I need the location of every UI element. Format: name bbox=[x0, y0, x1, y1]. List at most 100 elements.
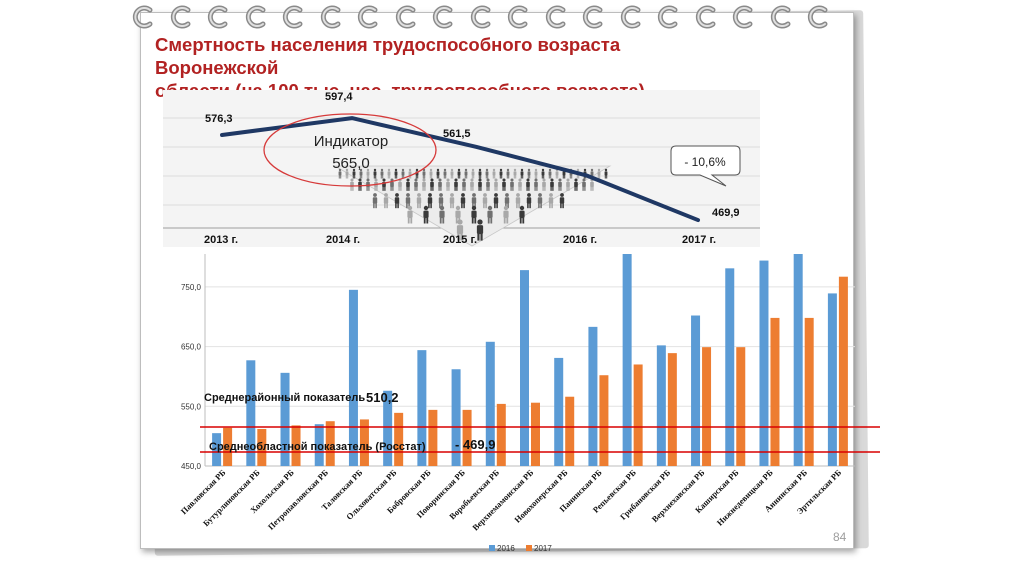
person-icon bbox=[527, 168, 531, 179]
person-icon bbox=[503, 205, 509, 224]
person-icon bbox=[494, 178, 498, 191]
bar-2016 bbox=[827, 293, 837, 466]
ring-binding-icon bbox=[545, 5, 565, 29]
person-icon bbox=[487, 205, 493, 224]
bar-2016 bbox=[588, 326, 598, 466]
person-icon bbox=[427, 193, 433, 209]
person-icon bbox=[446, 178, 450, 191]
person-icon bbox=[387, 168, 391, 179]
bar-2016 bbox=[314, 424, 324, 466]
bar-2017 bbox=[667, 353, 677, 466]
person-icon bbox=[352, 168, 356, 179]
y-tick-label: 650,0 bbox=[181, 343, 202, 352]
person-icon bbox=[537, 193, 543, 209]
person-icon bbox=[464, 168, 468, 179]
bar-2017 bbox=[599, 375, 609, 466]
person-icon bbox=[430, 178, 434, 191]
bar-2016 bbox=[656, 345, 666, 466]
person-icon bbox=[414, 178, 418, 191]
person-icon bbox=[519, 205, 525, 224]
category-label: Бутурлиновская РБ bbox=[201, 467, 262, 528]
change-callout-text: - 10,6% bbox=[684, 155, 726, 169]
indicator-label: Индикатор bbox=[314, 133, 389, 150]
category-label: Петропавловская РБ bbox=[266, 467, 331, 532]
y-tick-label: 450,0 bbox=[181, 462, 202, 471]
person-icon bbox=[470, 178, 474, 191]
legend: 2016 2017 bbox=[489, 544, 552, 553]
bar-2016 bbox=[246, 360, 256, 466]
bar-2016 bbox=[793, 254, 803, 466]
trend-value-label: 576,3 bbox=[205, 113, 233, 125]
person-icon bbox=[510, 178, 514, 191]
person-icon bbox=[518, 178, 522, 191]
person-icon bbox=[423, 205, 429, 224]
person-icon bbox=[506, 168, 510, 179]
person-icon bbox=[485, 168, 489, 179]
bar-2017 bbox=[633, 364, 643, 466]
bar-2016 bbox=[725, 268, 735, 466]
reference-value-region: - 469,9 bbox=[455, 437, 495, 452]
person-icon bbox=[366, 168, 370, 179]
ring-binding-icon bbox=[432, 5, 453, 29]
person-icon bbox=[476, 219, 484, 241]
bar-2016 bbox=[759, 260, 769, 466]
ring-binding-icon bbox=[320, 5, 340, 29]
person-icon bbox=[471, 168, 475, 179]
person-icon bbox=[408, 168, 412, 179]
trend-year-label: 2014 г. bbox=[326, 234, 360, 246]
bar-2016 bbox=[554, 357, 564, 466]
title-line-1: Смертность населения трудоспособного воз… bbox=[155, 34, 621, 78]
ring-binding-icon bbox=[245, 5, 265, 29]
bar-2017 bbox=[736, 347, 746, 466]
y-tick-label: 750,0 bbox=[181, 283, 202, 292]
ring-binding-icon bbox=[582, 5, 603, 29]
bar-2016 bbox=[520, 270, 529, 466]
y-tick-label: 550,0 bbox=[181, 402, 202, 411]
person-icon bbox=[526, 193, 532, 209]
person-icon bbox=[541, 168, 545, 179]
person-icon bbox=[486, 178, 490, 191]
person-icon bbox=[462, 178, 466, 191]
indicator-value: 565,0 bbox=[332, 155, 370, 172]
person-icon bbox=[502, 178, 506, 191]
person-icon bbox=[493, 193, 499, 209]
bar-2017 bbox=[496, 403, 506, 466]
indicator-ellipse bbox=[263, 113, 437, 187]
bar-2017 bbox=[291, 425, 301, 466]
bar-2016 bbox=[417, 350, 427, 466]
ring-binding-icon bbox=[807, 5, 828, 29]
bar-2016 bbox=[485, 341, 495, 466]
person-icon bbox=[338, 168, 342, 179]
person-icon bbox=[380, 168, 384, 179]
person-icon bbox=[471, 205, 477, 224]
bar-2016 bbox=[691, 315, 701, 466]
page-number: 84 bbox=[833, 530, 847, 544]
person-icon bbox=[526, 178, 530, 191]
person-icon bbox=[478, 178, 482, 191]
person-icon bbox=[390, 178, 394, 191]
person-icon bbox=[548, 193, 554, 209]
person-icon bbox=[478, 168, 482, 179]
ring-binding-icon bbox=[282, 5, 303, 29]
person-icon bbox=[407, 205, 413, 224]
change-callout-bubble bbox=[670, 145, 741, 187]
person-icon bbox=[449, 193, 455, 209]
trend-value-label: 597,4 bbox=[325, 91, 353, 103]
person-icon bbox=[405, 193, 411, 209]
bar-2016 bbox=[622, 254, 632, 466]
person-icon bbox=[373, 168, 377, 179]
person-icon bbox=[345, 168, 349, 179]
legend-swatch-2016 bbox=[489, 545, 495, 551]
person-icon bbox=[456, 219, 464, 241]
person-icon bbox=[574, 178, 578, 191]
trend-value-label: 561,5 bbox=[443, 128, 471, 140]
bar-2017 bbox=[770, 317, 780, 466]
ring-binding-icon bbox=[357, 5, 378, 29]
bar-2016 bbox=[451, 369, 461, 466]
ring-binding-icon bbox=[770, 5, 790, 29]
reference-label-district: Среднерайонный показатель bbox=[204, 392, 365, 404]
ring-binding-icon bbox=[620, 5, 640, 29]
person-icon bbox=[450, 168, 454, 179]
